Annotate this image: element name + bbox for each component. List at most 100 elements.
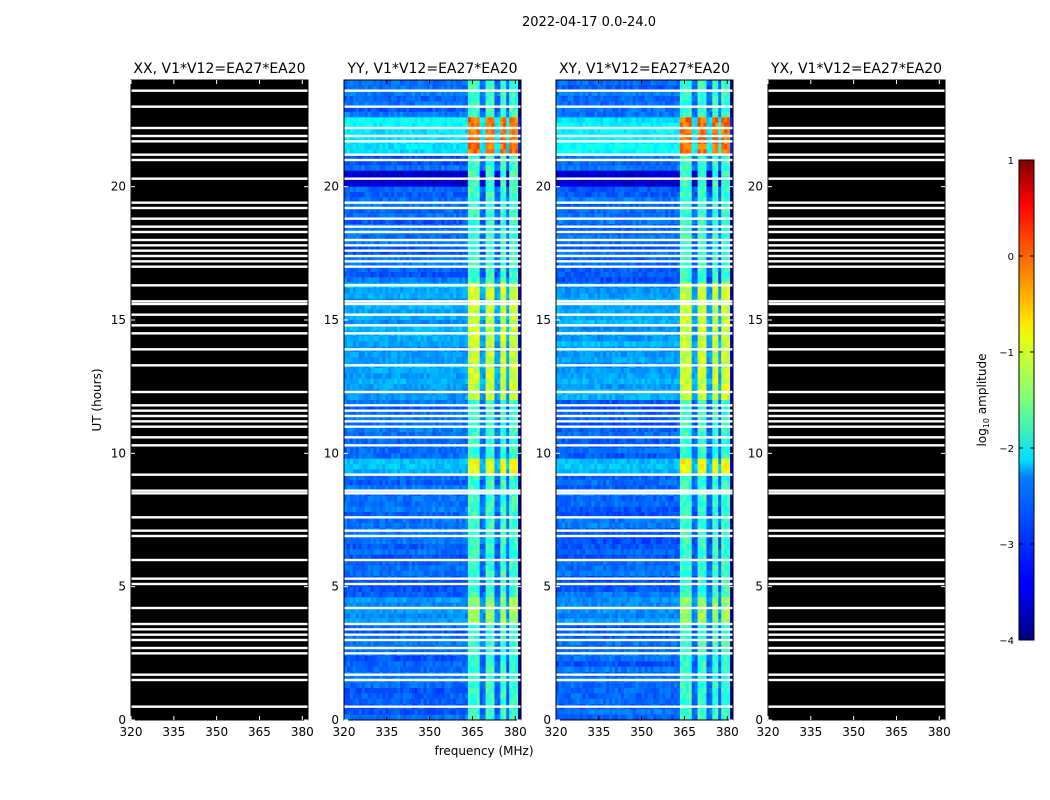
heatmap-cell <box>352 378 357 385</box>
heatmap-cell <box>500 352 504 358</box>
heatmap-cell <box>435 256 439 262</box>
heatmap-cell <box>462 368 466 374</box>
heatmap-cell <box>388 154 392 161</box>
heatmap-cell <box>429 96 433 102</box>
heatmap-cell <box>479 117 484 124</box>
heatmap-cell <box>400 213 404 220</box>
heatmap-cell <box>373 501 377 508</box>
heatmap-cell <box>346 170 351 177</box>
heatmap-cell <box>503 378 507 385</box>
heatmap-cell <box>470 453 475 460</box>
heatmap-cell <box>515 202 519 209</box>
heatmap-cell <box>447 197 451 204</box>
heatmap-cell <box>346 453 351 460</box>
heatmap-cell <box>349 384 354 390</box>
heatmap-cell <box>518 85 522 92</box>
heatmap-cell <box>467 101 472 108</box>
heatmap-cell <box>450 85 454 92</box>
heatmap-cell <box>355 149 360 156</box>
heatmap-cell <box>432 122 436 129</box>
heatmap-cell <box>364 448 368 454</box>
heatmap-cell <box>464 320 469 326</box>
heatmap-cell <box>411 197 416 204</box>
heatmap-cell <box>435 448 439 454</box>
heatmap-cell <box>473 501 478 508</box>
heatmap-cell <box>500 506 504 513</box>
heatmap-cell <box>512 96 516 102</box>
heatmap-cell <box>500 250 504 257</box>
heatmap-cell <box>467 240 472 246</box>
heatmap-cell <box>388 501 392 508</box>
heatmap-cell <box>456 400 460 406</box>
heatmap-cell <box>346 421 351 428</box>
heatmap-cell <box>473 218 478 225</box>
heatmap-cell <box>364 421 368 428</box>
heatmap-cell <box>491 117 495 124</box>
heatmap-cell <box>417 192 422 198</box>
heatmap-cell <box>403 320 407 326</box>
heatmap-cell <box>473 416 478 422</box>
heatmap-cell <box>494 480 498 486</box>
heatmap-cell <box>426 256 430 262</box>
heatmap-cell <box>411 186 416 193</box>
heatmap-cell <box>429 181 433 188</box>
heatmap-cell <box>450 202 454 209</box>
heatmap-cell <box>358 90 363 97</box>
heatmap-cell <box>459 410 463 417</box>
heatmap-cell <box>450 165 454 172</box>
heatmap-cell <box>447 336 451 342</box>
heatmap-cell <box>349 480 354 486</box>
heatmap-cell <box>394 384 398 390</box>
heatmap-cell <box>462 112 466 118</box>
heatmap-cell <box>388 170 392 177</box>
heatmap-cell <box>400 341 404 348</box>
heatmap-cell <box>405 240 410 246</box>
heatmap-cell <box>352 314 357 321</box>
heatmap-cell <box>397 250 401 257</box>
heatmap-cell <box>358 405 363 412</box>
heatmap-cell <box>485 154 489 161</box>
heatmap-cell <box>512 90 516 97</box>
heatmap-cell <box>494 373 498 380</box>
heatmap-cell <box>444 208 448 214</box>
heatmap-cell <box>444 202 448 209</box>
heatmap-cell <box>456 325 460 332</box>
heatmap-cell <box>473 464 478 470</box>
heatmap-cell <box>503 197 507 204</box>
heatmap-cell <box>358 106 363 113</box>
x-tick-label: 380 <box>291 725 314 739</box>
heatmap-cell <box>370 170 374 177</box>
heatmap-cell <box>400 293 404 300</box>
heatmap-cell <box>349 213 354 220</box>
heatmap-cell <box>405 170 410 177</box>
heatmap-cell <box>459 453 463 460</box>
heatmap-cell <box>462 261 466 268</box>
heatmap-cell <box>414 112 419 118</box>
heatmap-cell <box>512 277 516 284</box>
heatmap-cell <box>405 314 410 321</box>
heatmap-cell <box>379 112 383 118</box>
heatmap-cell <box>373 245 377 252</box>
heatmap-cell <box>467 181 472 188</box>
heatmap-cell <box>441 378 445 385</box>
heatmap-cell <box>432 314 436 321</box>
heatmap-cell <box>391 117 395 124</box>
heatmap-cell <box>497 112 501 118</box>
heatmap-cell <box>429 106 433 113</box>
heatmap-cell <box>503 85 507 92</box>
heatmap-cell <box>500 501 504 508</box>
heatmap-cell <box>462 218 466 225</box>
heatmap-cell <box>500 416 504 422</box>
heatmap-cell <box>518 266 522 273</box>
heatmap-cell <box>397 405 401 412</box>
heatmap-cell <box>447 341 451 348</box>
heatmap-cell <box>476 128 481 134</box>
heatmap-cell <box>394 394 398 401</box>
heatmap-cell <box>420 314 425 321</box>
heatmap-cell <box>512 213 516 220</box>
heatmap-cell <box>470 384 475 390</box>
heatmap-cell <box>482 480 486 486</box>
heatmap-cell <box>444 320 448 326</box>
heatmap-cell <box>515 394 519 401</box>
heatmap-cell <box>344 90 348 97</box>
